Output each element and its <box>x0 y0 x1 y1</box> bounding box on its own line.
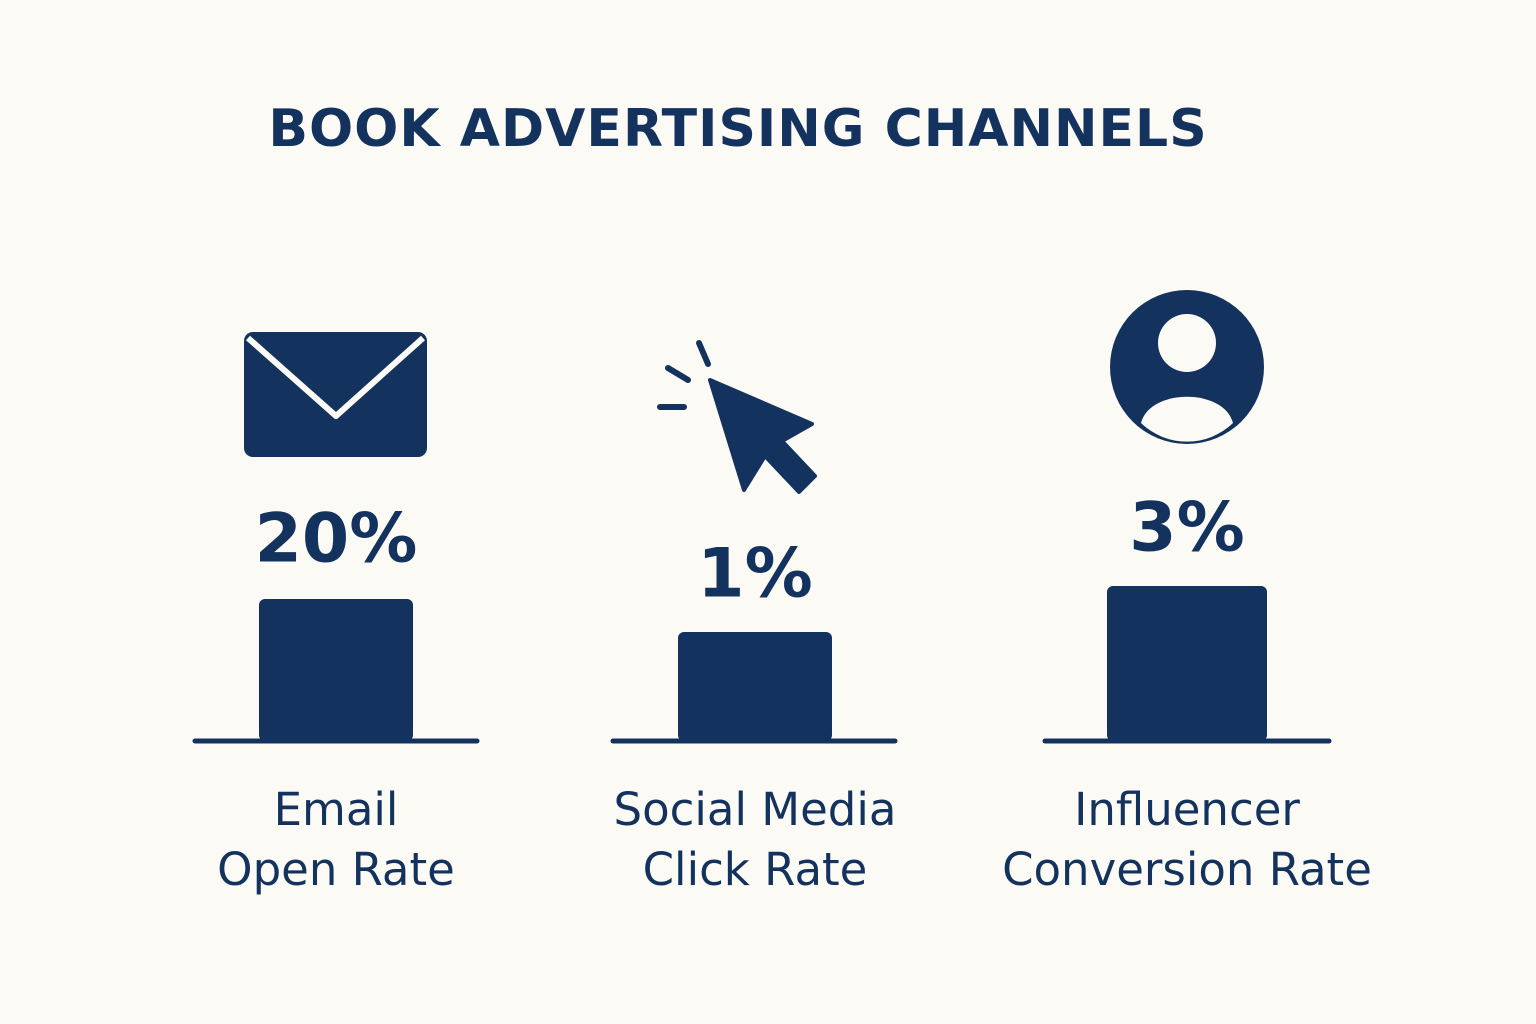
bar <box>678 632 832 741</box>
click-lines <box>657 340 711 410</box>
value: 3% <box>1129 489 1244 568</box>
label: Open Rate <box>217 843 455 896</box>
envelope-icon <box>244 332 427 457</box>
label: Email <box>274 783 399 836</box>
label: Click Rate <box>643 843 868 896</box>
title: BOOK ADVERTISING CHANNELS <box>268 99 1207 159</box>
label: Social Media <box>614 783 897 836</box>
person-body <box>1141 396 1233 442</box>
social-column: 1% Social Media Click Rate <box>610 340 898 896</box>
person-head <box>1158 314 1216 372</box>
cursor-icon <box>708 378 817 494</box>
email-column: 20% Email Open Rate <box>192 332 480 896</box>
value: 20% <box>255 500 418 579</box>
value: 1% <box>697 535 812 614</box>
label: Influencer <box>1074 783 1300 836</box>
influencer-column: 3% Influencer Conversion Rate <box>1002 290 1372 896</box>
bar <box>1107 586 1267 741</box>
envelope-flap <box>246 335 426 419</box>
bar <box>259 599 413 741</box>
label: Conversion Rate <box>1002 843 1372 896</box>
